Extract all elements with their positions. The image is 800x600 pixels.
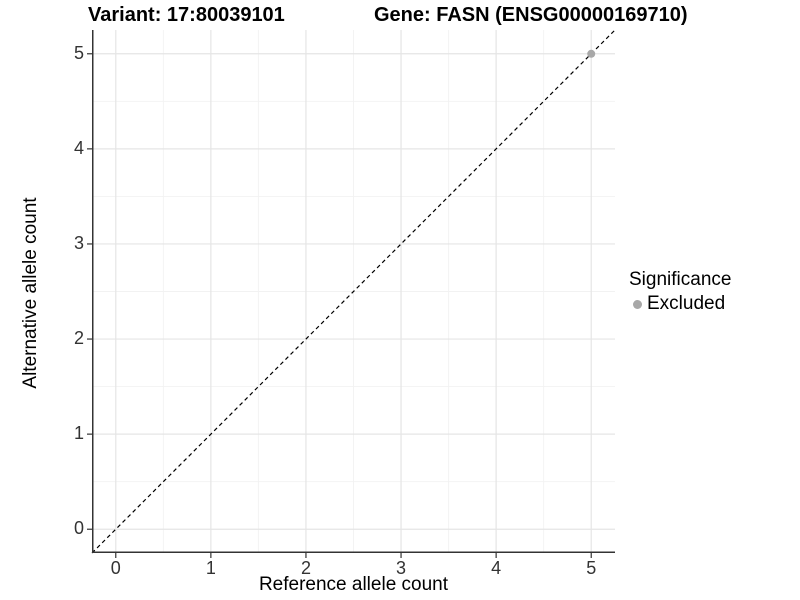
legend-title: Significance — [629, 269, 732, 290]
x-axis-title: Reference allele count — [258, 574, 449, 595]
legend: Significance Excluded — [629, 269, 731, 315]
x-tick-label: 1 — [205, 558, 216, 578]
y-tick-label: 4 — [73, 137, 84, 158]
y-tick-label: 3 — [73, 232, 84, 253]
plot-panel — [87, 29, 616, 558]
y-tick-label: 0 — [73, 518, 84, 539]
identity-dashed-line — [91, 29, 616, 554]
legend-item-label: Excluded — [647, 293, 726, 314]
y-axis-title: Alternative allele count — [20, 197, 41, 389]
x-tick-label: 3 — [396, 558, 407, 578]
y-tick-label: 1 — [73, 423, 84, 444]
y-tick-label: 2 — [73, 328, 84, 349]
legend-point-icon — [633, 299, 642, 309]
x-tick-label: 5 — [586, 558, 597, 578]
plot-panel-svg — [87, 29, 616, 558]
x-tick-label: 4 — [491, 558, 502, 578]
variant-title: Variant: 17:80039101 — [88, 4, 285, 26]
x-tick-label: 2 — [300, 558, 311, 578]
data-point — [587, 49, 596, 58]
legend-item-excluded: Excluded — [633, 293, 731, 315]
y-tick-label: 5 — [73, 42, 84, 63]
gene-title: Gene: FASN (ENSG00000169710) — [374, 4, 688, 26]
x-tick-label: 0 — [110, 558, 121, 578]
